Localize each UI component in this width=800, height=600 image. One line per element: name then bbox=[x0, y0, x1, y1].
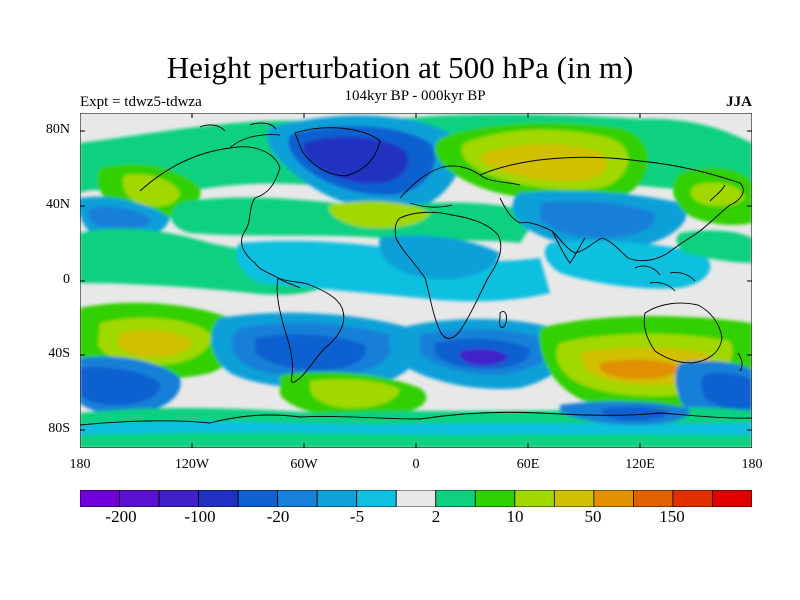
colorbar-box bbox=[277, 490, 318, 507]
y-tick-label: 40S bbox=[48, 346, 70, 361]
experiment-label: Expt = tdwz5-tdwza bbox=[80, 94, 202, 110]
colorbar-box bbox=[435, 490, 476, 507]
colorbar-box bbox=[514, 490, 555, 507]
x-tick-label: 180 bbox=[741, 457, 763, 472]
colorbar-box bbox=[474, 490, 516, 507]
y-tick-label: 40N bbox=[45, 197, 70, 212]
colorbar-box bbox=[593, 490, 634, 507]
colorbar-label: 50 bbox=[584, 507, 602, 526]
ticks bbox=[80, 113, 752, 448]
colorbar-label: 150 bbox=[659, 507, 685, 526]
season-label: JJA bbox=[726, 94, 752, 110]
colorbar bbox=[80, 490, 752, 507]
x-tick-label: 180 bbox=[69, 457, 91, 472]
colorbar-label: -20 bbox=[266, 507, 290, 526]
colorbar-box bbox=[356, 490, 397, 507]
coastlines bbox=[80, 122, 752, 426]
colorbar-box bbox=[158, 490, 199, 507]
plot-title: Height perturbation at 500 hPa (in m) bbox=[166, 50, 634, 85]
contour-map bbox=[80, 113, 752, 448]
colorbar-box bbox=[712, 490, 752, 507]
colorbar-box bbox=[672, 490, 713, 507]
colorbar-label: -200 bbox=[105, 507, 137, 526]
colorbar-box bbox=[237, 490, 279, 507]
plot-subtitle: 104kyr BP - 000kyr BP bbox=[344, 88, 486, 104]
colorbar-box bbox=[198, 490, 239, 507]
colorbar-label: 10 bbox=[506, 507, 524, 526]
x-tick-label: 120E bbox=[625, 457, 655, 472]
colorbar-box bbox=[633, 490, 674, 507]
y-tick-label: 80S bbox=[48, 421, 70, 436]
colorbar-box bbox=[119, 490, 160, 507]
colorbar-box bbox=[553, 490, 595, 507]
colorbar-box bbox=[80, 490, 120, 507]
y-tick-label: 80N bbox=[45, 122, 70, 137]
map-plot bbox=[80, 113, 752, 448]
x-tick-label: 60W bbox=[290, 457, 318, 472]
contour-fills bbox=[80, 114, 752, 448]
y-tick-label: 0 bbox=[63, 272, 70, 287]
colorbar-label: -5 bbox=[349, 507, 365, 526]
x-tick-label: 60E bbox=[516, 457, 540, 472]
colorbar-box bbox=[395, 490, 437, 507]
x-tick-label: 0 bbox=[412, 457, 420, 472]
colorbar-box bbox=[316, 490, 358, 507]
colorbar-label: 2 bbox=[431, 507, 441, 526]
x-tick-label: 120W bbox=[174, 457, 210, 472]
colorbar-label: -100 bbox=[184, 507, 216, 526]
